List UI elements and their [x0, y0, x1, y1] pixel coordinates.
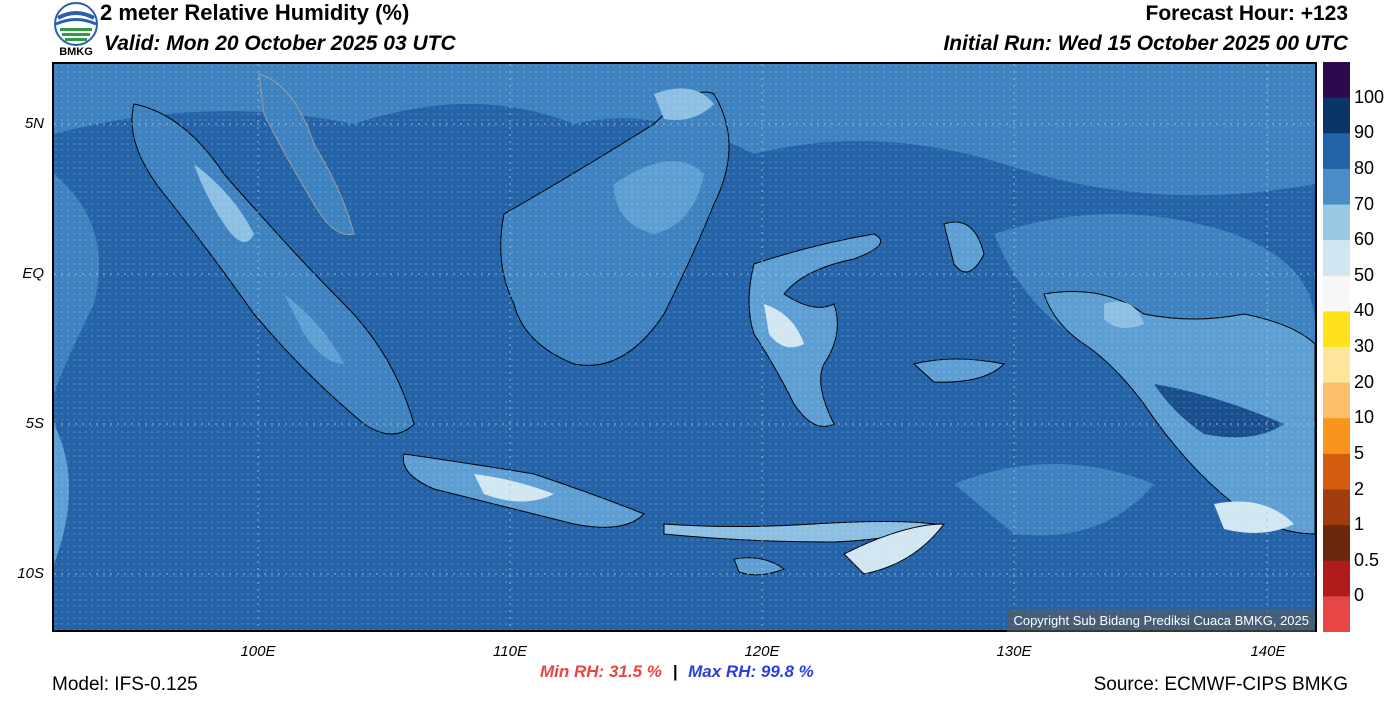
colorbar-tick-label: 90: [1354, 122, 1375, 143]
map-title: 2 meter Relative Humidity (%): [100, 0, 410, 25]
colorbar-tick-label: 30: [1354, 336, 1375, 356]
colorbar-swatch: [1323, 418, 1350, 455]
colorbar-swatch: [1323, 347, 1350, 384]
min-rh-label: Min RH:: [540, 662, 605, 681]
copyright-notice: Copyright Sub Bidang Prediksi Cuaca BMKG…: [1007, 609, 1315, 632]
colorbar-tick-label: 10: [1354, 407, 1375, 428]
colorbar-tick-label: 0.5: [1354, 549, 1380, 570]
colorbar-tick-label: 1: [1354, 514, 1365, 535]
lon-label-100e: 100E: [240, 643, 276, 660]
colorbar-tick-label: 100: [1354, 86, 1385, 107]
map-canvas: [54, 64, 1315, 630]
logo-text: BMKG: [59, 46, 93, 58]
colorbar-swatch: [1323, 168, 1350, 205]
colorbar-swatch: [1323, 489, 1350, 526]
initial-run: Initial Run: Wed 15 October 2025 00 UTC: [943, 32, 1348, 55]
lat-label-5n: 5N: [24, 115, 44, 132]
stats-separator: |: [672, 662, 678, 681]
max-rh-value: 99.8 %: [760, 662, 814, 681]
colorbar-swatch: [1323, 453, 1350, 490]
colorbar-swatch: [1323, 525, 1350, 562]
valid-time: Valid: Mon 20 October 2025 03 UTC: [104, 32, 456, 55]
colorbar-swatch: [1323, 596, 1350, 632]
colorbar-tick-label: 2: [1354, 478, 1365, 499]
forecast-hour: Forecast Hour: +123: [1145, 2, 1349, 25]
lat-label-eq: EQ: [22, 265, 44, 282]
lon-label-130e: 130E: [996, 643, 1032, 660]
lat-label-5s: 5S: [25, 415, 44, 432]
max-rh-label: Max RH:: [688, 662, 757, 681]
colorbar-swatch: [1323, 62, 1350, 99]
rh-stats: Min RH: 31.5 % | Max RH: 99.8 %: [540, 662, 814, 682]
colorbar-swatch: [1323, 560, 1350, 597]
colorbar-swatch: [1323, 97, 1350, 134]
lon-label-110e: 110E: [493, 643, 527, 660]
lon-label-120e: 120E: [744, 643, 780, 660]
colorbar-swatch: [1323, 133, 1350, 170]
gridlines: [54, 64, 1315, 630]
colorbar-tick-label: 60: [1354, 229, 1375, 250]
colorbar-tick-label: 70: [1354, 193, 1375, 214]
colorbar-tick-label: 50: [1354, 264, 1375, 285]
colorbar-tick-label: 0: [1354, 585, 1365, 606]
model-info: Model: IFS-0.125: [52, 674, 198, 695]
colorbar-tick-label: 40: [1354, 300, 1375, 321]
map-panel: [52, 62, 1317, 632]
colorbar-swatch: [1323, 204, 1350, 241]
texture-overlay: [54, 64, 1315, 630]
lat-label-10s: 10S: [17, 565, 44, 582]
min-rh-value: 31.5 %: [608, 662, 662, 681]
colorbar-swatch: [1323, 275, 1350, 312]
source-info: Source: ECMWF-CIPS BMKG: [1093, 674, 1348, 695]
colorbar-swatch: [1323, 240, 1350, 277]
colorbar: [1323, 62, 1350, 632]
lon-label-140e: 140E: [1250, 643, 1286, 660]
colorbar-tick-label: 80: [1354, 157, 1375, 178]
bmkg-logo: [54, 2, 98, 46]
colorbar-swatch: [1323, 311, 1350, 348]
colorbar-tick-label: 20: [1354, 371, 1375, 392]
colorbar-tick-label: 5: [1354, 442, 1365, 463]
colorbar-swatch: [1323, 382, 1350, 419]
